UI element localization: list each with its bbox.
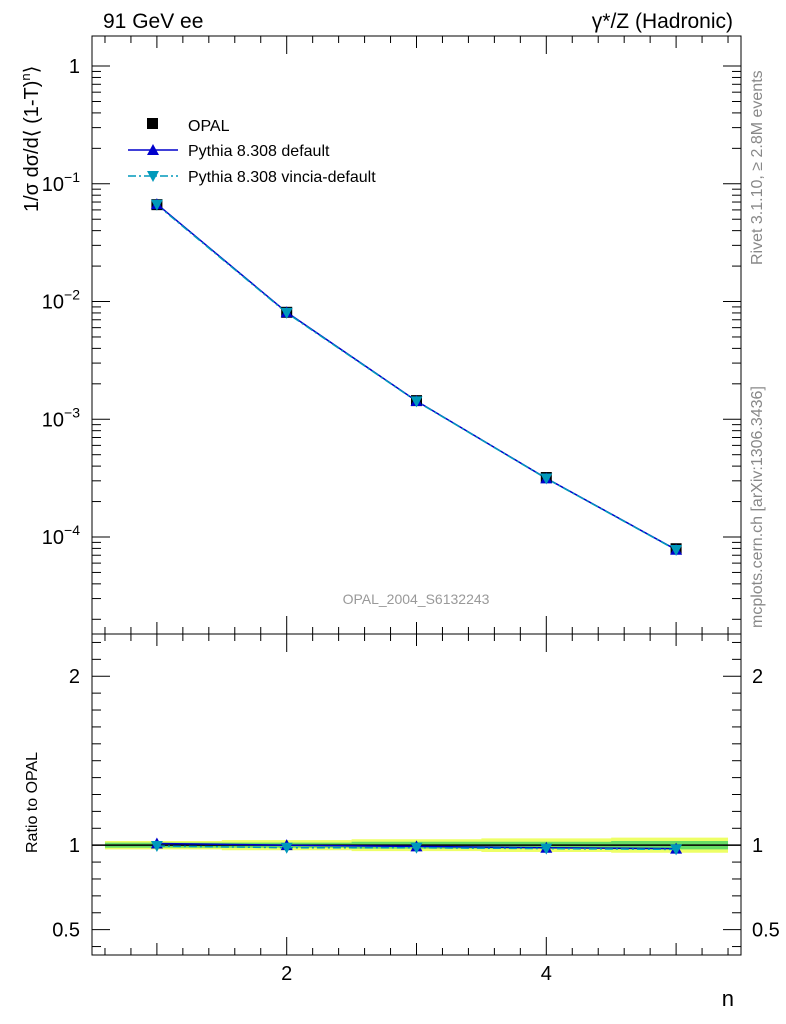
vincia-data-point [280,307,293,319]
ratio-y-tick-label: 2 [69,666,80,688]
main-y-label-main: 1/σ dσ/d⟨ (1-T) [21,81,43,212]
main-y-tick-label: 10−2 [42,287,80,314]
analysis-watermark: OPAL_2004_S6132243 [343,591,490,607]
main-series-line-default [156,203,677,551]
header-right: γ*/Z (Hadronic) [592,10,733,33]
ratio-point-vincia [540,843,553,855]
ratio-point-vincia [150,841,163,853]
ratio-plot-frame [91,633,742,956]
ratio-point-vincia [280,842,293,854]
ratio-y-tick-label: 0.5 [52,920,80,942]
legend-label-opal: OPAL [188,118,230,135]
x-axis-label: n [722,986,734,1011]
legend: OPAL Pythia 8.308 default Pythia 8.308 v… [128,118,376,186]
ratio-y-axis-label: Ratio to OPAL [24,752,41,853]
main-y-label-sup: n [18,73,33,80]
legend-label-vincia: Pythia 8.308 vincia-default [188,169,376,186]
header-left: 91 GeV ee [103,10,203,33]
vincia-data-point [410,396,423,408]
main-series-line-vincia [156,204,677,551]
main-panel: 1 10−1 10−2 10−3 10−4 [42,35,742,635]
x-tick-label: 2 [281,963,292,985]
main-y-tick-label: 1 [69,56,80,78]
rivet-label: Rivet 3.1.10, ≥ 2.8M events [749,70,766,265]
ratio-y-tick-label-right: 1 [752,835,763,857]
vincia-data-point [540,473,553,485]
main-y-tick-label: 10−1 [42,169,80,196]
ratio-y-tick-label-right: 2 [752,666,763,688]
ratio-y-tick-label: 1 [69,835,80,857]
legend-label-default: Pythia 8.308 default [188,143,330,160]
ratio-point-vincia [670,844,683,856]
main-y-tick-label: 10−3 [42,404,80,431]
ratio-panel: 2 2 1 1 0.5 0.5 2 4 [52,633,780,985]
main-y-tick-label: 10−4 [42,522,80,549]
vincia-data-point [670,545,683,557]
x-tick-label: 4 [541,963,552,985]
legend-marker-default [147,144,159,155]
legend-marker-vincia [147,171,159,182]
legend-marker-opal [147,118,158,129]
vincia-data-point [150,199,163,211]
main-y-label-close: ⟩ [21,66,43,74]
ratio-y-tick-label-right: 0.5 [752,920,780,942]
ratio-point-vincia [410,842,423,854]
mcplots-label: mcplots.cern.ch [arXiv:1306.3436] [749,386,766,628]
main-y-axis-label: 1/σ dσ/d⟨ (1-T)n⟩ [18,66,43,212]
